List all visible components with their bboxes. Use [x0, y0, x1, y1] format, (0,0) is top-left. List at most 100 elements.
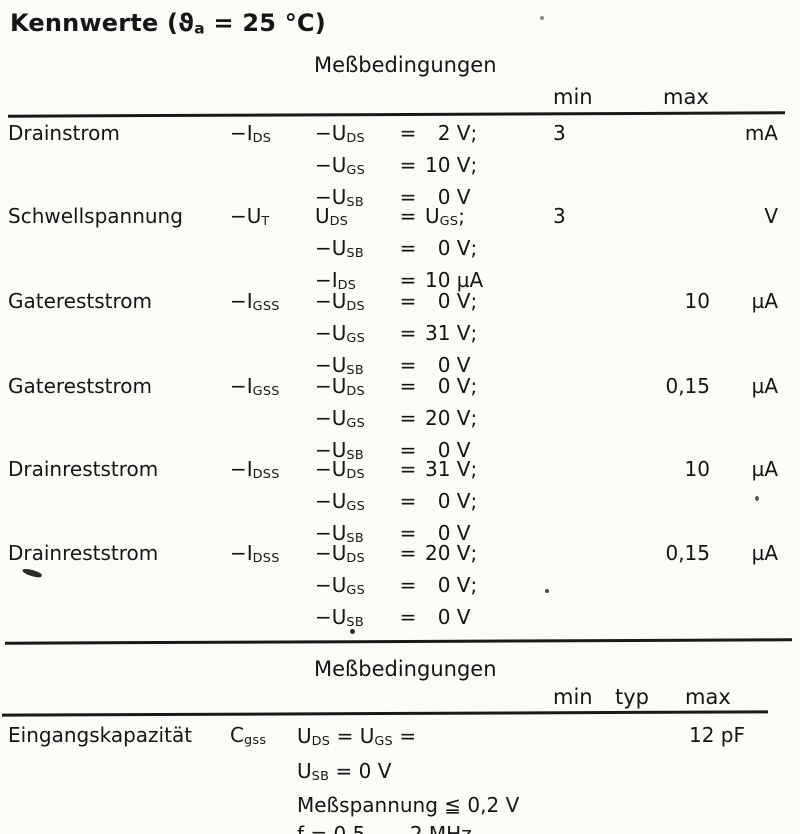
equals-sign: = — [399, 573, 417, 598]
max-value: 10 — [684, 289, 710, 313]
table1-column-header-max: max — [663, 85, 709, 109]
condition-value: 2 V; — [425, 121, 478, 145]
equals-sign: = — [399, 268, 417, 293]
equals-sign: = — [399, 185, 417, 210]
condition-symbol: −UDS — [315, 121, 365, 147]
param-symbol: −IGSS — [230, 289, 280, 315]
equals-sign: = — [399, 489, 417, 514]
scan-speck — [21, 567, 43, 579]
condition-value: 0 V — [425, 185, 471, 210]
condition-value: 0 V; — [425, 489, 478, 514]
condition-line: UDS = UGS = — [297, 724, 417, 750]
condition-value: 31 V; — [425, 457, 478, 481]
equals-sign: = — [399, 406, 417, 431]
max-value: 0,15 — [665, 374, 710, 398]
scan-speck — [545, 589, 549, 593]
param-symbol: −IDSS — [230, 541, 280, 567]
condition-value: 20 V; — [425, 541, 478, 565]
conditions: −UDS = 31 V; −UGS = 0 V; −USB = 0 V — [315, 456, 477, 552]
equals-sign: = — [399, 605, 417, 630]
max-value: 10 — [684, 457, 710, 481]
equals-sign: = — [399, 438, 417, 463]
equals-sign: = — [399, 121, 417, 145]
param-symbol: −IDS — [230, 121, 272, 147]
min-value: 3 — [553, 121, 566, 145]
condition-symbol: −UDS — [315, 374, 365, 400]
equals-sign: = — [399, 321, 417, 346]
equals-sign: = — [399, 289, 417, 313]
conditions: UDS = UGS = USB = 0 V Meßspannung ≦ 0,2 … — [297, 722, 519, 834]
param-name: Gatereststrom — [8, 374, 153, 398]
param-name: Drainstrom — [8, 121, 120, 145]
unit: mA — [744, 121, 778, 145]
condition-value: 0 V; — [425, 374, 478, 398]
condition-value: 0 V — [425, 605, 471, 630]
condition-value: 0 V; — [425, 289, 478, 313]
equals-sign: = — [399, 521, 417, 546]
conditions: −UDS = 0 V; −UGS = 20 V; −USB = 0 V — [315, 373, 477, 469]
condition-symbol: −UGS — [315, 573, 366, 599]
param-symbol: −UT — [230, 204, 270, 230]
condition-symbol: UDS — [315, 204, 349, 230]
condition-symbol: −USB — [315, 605, 364, 631]
condition-symbol: −USB — [315, 353, 364, 379]
condition-symbol: −USB — [315, 236, 364, 262]
param-name: Eingangskapazität — [8, 723, 193, 747]
equals-sign: = — [399, 353, 417, 378]
condition-value: 0 V; — [425, 236, 478, 261]
equals-sign: = — [399, 153, 417, 178]
param-name: Schwellspannung — [8, 204, 183, 228]
condition-symbol: −UGS — [315, 406, 366, 432]
param-symbol: Cgss — [230, 723, 267, 749]
conditions: −UDS = 0 V; −UGS = 31 V; −USB = 0 V — [315, 288, 477, 384]
condition-symbol: −UGS — [315, 489, 366, 515]
condition-symbol: −UGS — [315, 153, 366, 179]
unit: µA — [751, 541, 778, 565]
equals-sign: = — [399, 236, 417, 261]
condition-line: Meßspannung ≦ 0,2 V — [297, 793, 520, 818]
condition-symbol: −UDS — [315, 541, 365, 567]
param-name: Drainreststrom — [8, 457, 159, 481]
table1-column-header-min: min — [553, 85, 593, 109]
condition-value: 0 V; — [425, 573, 478, 598]
condition-symbol: −USB — [315, 438, 364, 464]
table2-conditions-header: Meßbedingungen — [314, 657, 497, 681]
condition-symbol: −USB — [315, 521, 364, 547]
param-symbol: −IGSS — [230, 374, 280, 400]
equals-sign: = — [399, 541, 417, 565]
equals-sign: = — [399, 457, 417, 481]
condition-value: 10 V; — [425, 153, 478, 178]
conditions: −UDS = 20 V; −UGS = 0 V; −USB = 0 V — [315, 540, 477, 636]
table2-column-header-max: max — [685, 685, 731, 709]
max-value: 12 pF — [688, 723, 745, 747]
condition-symbol: −IDS — [315, 268, 357, 294]
condition-value: 31 V; — [425, 321, 478, 346]
divider — [1, 710, 769, 717]
condition-symbol: −UDS — [315, 289, 365, 315]
table2-column-header-min: min — [553, 685, 593, 709]
condition-symbol: −USB — [315, 185, 364, 211]
conditions: UDS = UGS; −USB = 0 V; −IDS = 10 µA — [315, 203, 483, 299]
unit: V — [764, 204, 778, 228]
table1-conditions-header: Meßbedingungen — [314, 53, 497, 77]
unit: µA — [751, 457, 778, 481]
condition-value: UGS; — [425, 204, 466, 230]
page-title: Kennwerte (ϑa = 25 °C) — [10, 9, 326, 38]
condition-line: USB = 0 V — [297, 758, 392, 784]
condition-value: 0 V — [425, 353, 471, 378]
condition-symbol: −UDS — [315, 457, 365, 483]
scan-speck — [350, 629, 355, 634]
condition-value: 0 V — [425, 438, 471, 463]
condition-symbol: −UGS — [315, 321, 366, 347]
unit: µA — [751, 289, 778, 313]
condition-value: 0 V — [425, 521, 471, 546]
condition-value: 10 µA — [425, 268, 484, 293]
scan-speck — [755, 496, 759, 501]
param-symbol: −IDSS — [230, 457, 280, 483]
unit: µA — [751, 374, 778, 398]
conditions: −UDS = 2 V; −UGS = 10 V; −USB = 0 V — [315, 120, 477, 216]
condition-line: f = 0,5 . . . 2 MHz — [297, 821, 472, 834]
divider — [4, 638, 793, 645]
equals-sign: = — [399, 374, 417, 398]
